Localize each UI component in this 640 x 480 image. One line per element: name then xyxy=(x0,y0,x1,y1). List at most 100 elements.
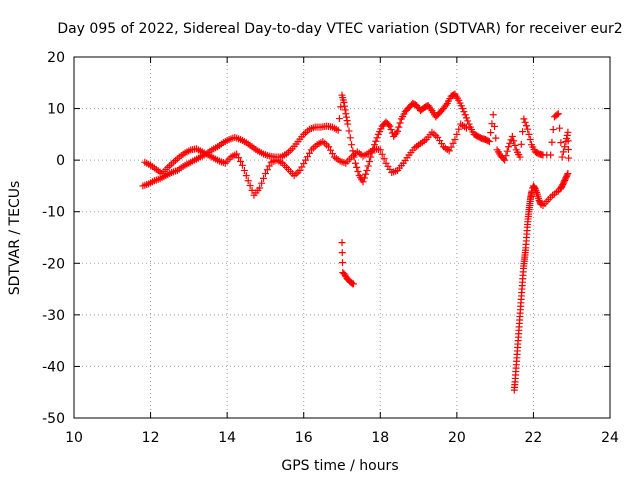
data-point xyxy=(564,170,572,178)
data-point xyxy=(260,174,268,182)
data-point xyxy=(564,137,572,145)
x-tick-label: 16 xyxy=(295,430,313,446)
data-point xyxy=(449,139,457,147)
y-tick-label: -40 xyxy=(42,359,65,375)
data-point xyxy=(491,122,499,130)
data-point xyxy=(461,111,469,119)
data-point xyxy=(563,171,571,179)
x-tick-label: 18 xyxy=(371,430,389,446)
data-point xyxy=(503,147,511,155)
data-point xyxy=(511,141,519,149)
x-tick-label: 22 xyxy=(525,430,543,446)
data-point xyxy=(451,136,459,144)
data-point xyxy=(380,155,388,163)
data-point xyxy=(464,117,472,125)
data-point xyxy=(533,188,541,196)
data-marks xyxy=(139,90,573,394)
data-point xyxy=(396,119,404,127)
data-point xyxy=(337,103,345,111)
data-point xyxy=(238,161,246,169)
data-point xyxy=(335,115,343,123)
data-point xyxy=(564,128,572,136)
y-tick-label: -20 xyxy=(42,256,65,272)
y-tick-label: -30 xyxy=(42,308,65,324)
x-tick-label: 24 xyxy=(601,430,619,446)
data-point xyxy=(519,128,527,136)
data-point xyxy=(387,126,395,134)
data-point xyxy=(345,127,353,135)
data-point xyxy=(339,259,347,267)
data-point xyxy=(506,139,514,147)
data-point xyxy=(376,146,384,154)
data-point xyxy=(462,124,470,132)
data-point xyxy=(346,134,354,142)
data-point xyxy=(559,148,567,156)
data-point xyxy=(548,138,556,146)
data-point xyxy=(565,154,573,162)
x-axis-label: GPS time / hours xyxy=(281,458,398,474)
data-point xyxy=(465,120,473,128)
y-tick-label: 10 xyxy=(47,102,65,118)
data-point xyxy=(561,143,569,151)
data-point xyxy=(354,167,362,175)
data-point xyxy=(526,136,534,144)
x-tick-label: 20 xyxy=(448,430,466,446)
data-point xyxy=(341,102,349,110)
x-tick-label: 14 xyxy=(218,430,236,446)
data-point xyxy=(256,184,264,192)
data-point xyxy=(547,151,555,159)
x-tick-label: 10 xyxy=(65,430,83,446)
data-point xyxy=(342,110,350,118)
data-point xyxy=(447,143,455,151)
data-point xyxy=(532,187,540,195)
data-point xyxy=(394,127,402,135)
data-point xyxy=(334,126,342,134)
data-point xyxy=(364,162,372,170)
data-point xyxy=(455,125,463,133)
y-tick-label: 20 xyxy=(47,50,65,66)
y-tick-label: 0 xyxy=(56,153,65,169)
data-point xyxy=(349,280,357,288)
plot-frame xyxy=(73,56,611,419)
data-point xyxy=(392,129,400,137)
data-point xyxy=(338,239,346,247)
data-point xyxy=(563,131,571,139)
data-point xyxy=(516,153,524,161)
data-point xyxy=(365,158,373,166)
data-point xyxy=(344,120,352,128)
data-point xyxy=(558,153,566,161)
data-point xyxy=(453,130,461,138)
data-point xyxy=(460,108,468,116)
data-point xyxy=(553,111,561,119)
data-point xyxy=(501,156,509,164)
data-point xyxy=(395,123,403,131)
data-point xyxy=(378,150,386,158)
data-point xyxy=(343,117,351,125)
data-point xyxy=(502,152,510,160)
data-point xyxy=(521,118,529,126)
data-point xyxy=(487,129,495,137)
data-point xyxy=(564,145,572,153)
data-point xyxy=(445,147,453,155)
data-point xyxy=(263,166,271,174)
data-point xyxy=(373,134,381,142)
data-point xyxy=(492,134,500,142)
x-tick-label: 12 xyxy=(142,430,160,446)
data-point xyxy=(525,130,533,138)
data-point xyxy=(517,140,525,148)
data-point xyxy=(258,179,266,187)
data-point xyxy=(510,137,518,145)
data-point xyxy=(244,177,252,185)
data-point xyxy=(342,113,350,121)
data-point xyxy=(359,178,367,186)
data-point xyxy=(522,122,530,130)
data-point xyxy=(237,158,245,166)
data-point xyxy=(240,166,248,174)
y-axis-label: SDTVAR / TECUs xyxy=(7,181,23,296)
data-point xyxy=(348,141,356,149)
data-point xyxy=(360,174,368,182)
data-point xyxy=(242,172,250,180)
data-point xyxy=(524,125,532,133)
data-point xyxy=(459,105,467,113)
